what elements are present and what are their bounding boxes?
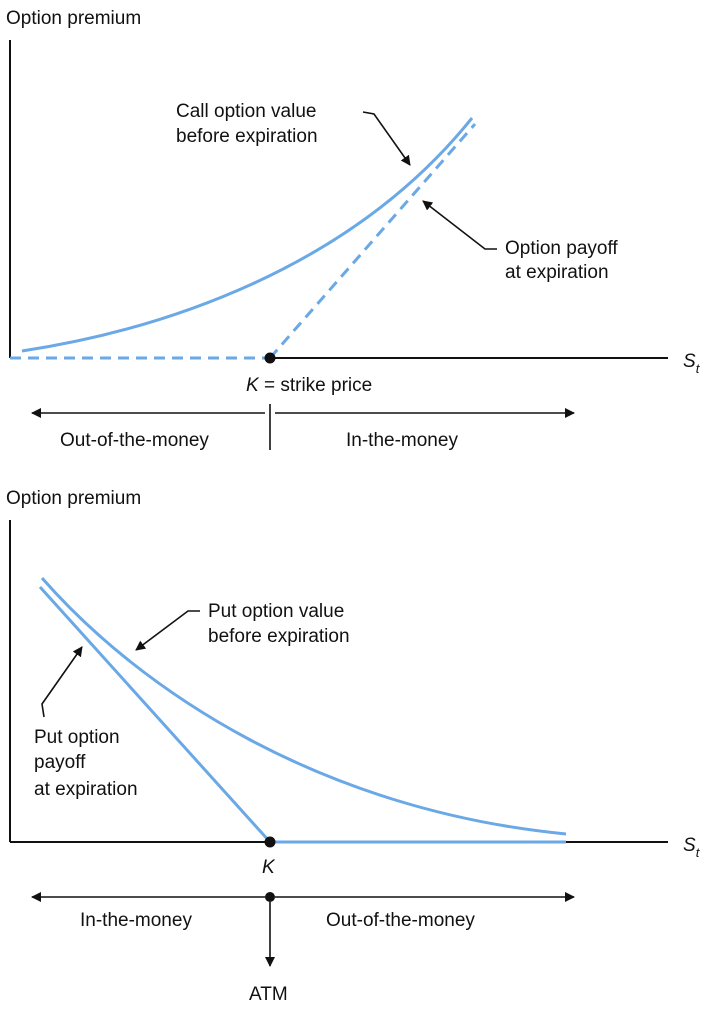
put-payoff-arrow [41, 646, 83, 718]
call-strike-label: K = strike price [246, 375, 372, 396]
put-x-axis-label: St [683, 835, 701, 860]
call-value-curve [21, 117, 474, 353]
call-value-label-2: before expiration [176, 126, 318, 147]
put-payoff-label-1: Put option [34, 727, 120, 748]
call-payoff-arrow [422, 200, 497, 250]
call-payoff-label-1: Option payoff [505, 238, 618, 259]
put-value-label-1: Put option value [208, 601, 344, 622]
call-otm-label: Out-of-the-money [60, 430, 209, 451]
put-atm-dot [265, 892, 275, 902]
call-diagram: Option premium St Call option value befo… [6, 8, 701, 451]
call-x-axis-label: St [683, 351, 701, 376]
put-strike-label: K [262, 857, 276, 878]
call-value-label-1: Call option value [176, 101, 316, 122]
put-itm-label: In-the-money [80, 910, 192, 931]
call-payoff-label-2: at expiration [505, 262, 609, 283]
put-strike-dot [264, 836, 276, 848]
put-value-label-2: before expiration [208, 626, 350, 647]
call-strike-dot [264, 352, 276, 364]
call-y-axis-label: Option premium [6, 8, 141, 29]
call-payoff-line [268, 123, 477, 359]
put-diagram: Option premium St Put option value befor… [6, 488, 701, 1005]
put-value-curve [40, 577, 567, 836]
put-payoff-label-3: at expiration [34, 779, 138, 800]
put-y-axis-label: Option premium [6, 488, 141, 509]
atm-label: ATM [249, 984, 288, 1005]
call-value-arrow [362, 111, 411, 166]
put-payoff-line [38, 585, 272, 844]
put-otm-label: Out-of-the-money [326, 910, 475, 931]
put-value-arrow [135, 610, 200, 651]
put-payoff-label-2: payoff [34, 752, 86, 773]
call-itm-label: In-the-money [346, 430, 458, 451]
